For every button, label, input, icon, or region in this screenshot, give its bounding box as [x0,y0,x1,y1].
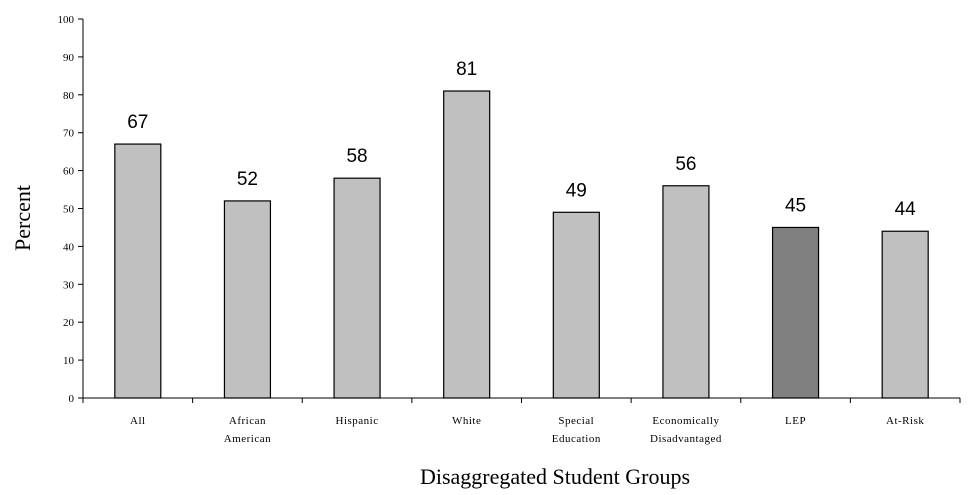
category-label: At-Risk [886,415,924,427]
category-label: LEP [785,415,806,427]
bar [114,143,162,399]
y-tick-label: 80 [63,90,75,102]
y-tick-label: 20 [63,317,75,329]
bar [771,226,820,399]
category-label: White [452,415,481,427]
data-label: 44 [895,199,917,220]
data-label: 67 [127,112,148,133]
bar [333,177,381,399]
category-label-line: Hispanic [336,415,379,427]
category-label: African American [224,415,271,445]
category-label-line: White [452,415,481,427]
data-label: 56 [675,154,696,175]
category-label-line: African [229,415,266,427]
y-tick-label: 100 [58,14,75,26]
y-tick-label: 40 [63,241,75,253]
category-label-line: American [224,433,271,445]
x-axis-title: Disaggregated Student Groups [420,464,690,489]
y-tick-label: 60 [63,166,75,178]
bar [881,230,929,399]
data-label: 49 [566,180,587,201]
category-label: Hispanic [336,415,379,427]
y-tick-label: 10 [63,355,75,367]
category-label-line: Economically [652,415,719,427]
y-tick-label: 90 [63,52,75,64]
y-tick-label: 0 [69,393,75,405]
y-tick-label: 30 [63,279,75,291]
bar [552,211,600,399]
bar [223,200,272,399]
y-tick-label: 50 [63,204,75,216]
data-label: 45 [785,195,806,216]
data-label: 52 [237,169,258,190]
category-label: Economically Disadvantaged [650,415,722,445]
y-tick-label: 70 [63,128,75,140]
category-label: Special Education [552,415,601,445]
data-label: 81 [456,59,477,80]
category-label: All [130,415,146,427]
category-label-line: LEP [785,415,806,427]
category-label-line: All [130,415,146,427]
category-label-line: At-Risk [886,415,924,427]
bar [443,90,491,399]
y-axis-title: Percent [10,185,35,251]
bar [662,185,710,399]
category-label-line: Special [558,415,594,427]
category-label-line: Disadvantaged [650,433,722,445]
category-label-line: Education [552,433,601,445]
data-label: 58 [346,146,367,167]
